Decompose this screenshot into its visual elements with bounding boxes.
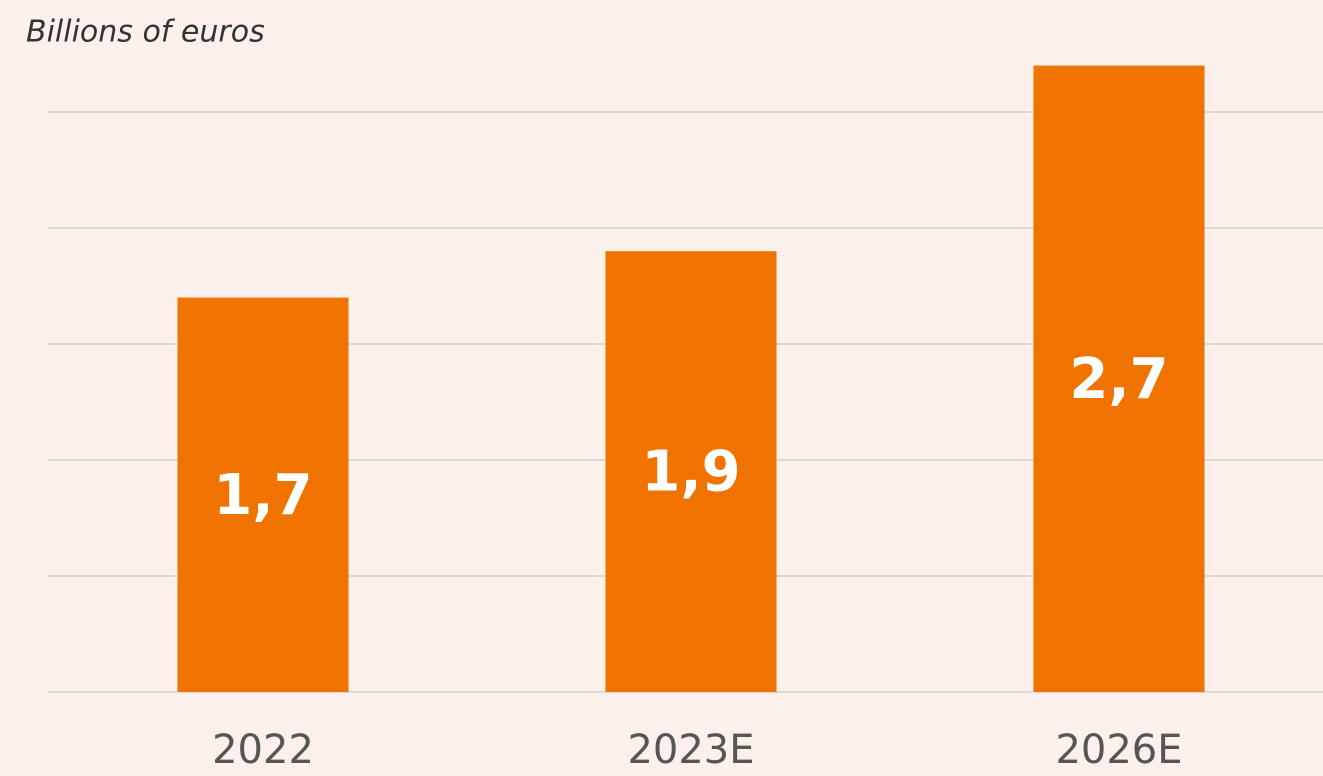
x-tick-label: 2023E [627, 727, 754, 773]
bar [1033, 65, 1205, 693]
x-tick-label: 2022 [212, 727, 314, 773]
chart-subtitle: Billions of euros [26, 15, 265, 50]
bar [605, 251, 777, 692]
data-label: 1,9 [641, 440, 740, 505]
data-label: 2,7 [1069, 347, 1168, 412]
x-tick-label: 2026E [1055, 727, 1182, 773]
data-label: 1,7 [213, 463, 312, 528]
bar [177, 297, 349, 692]
